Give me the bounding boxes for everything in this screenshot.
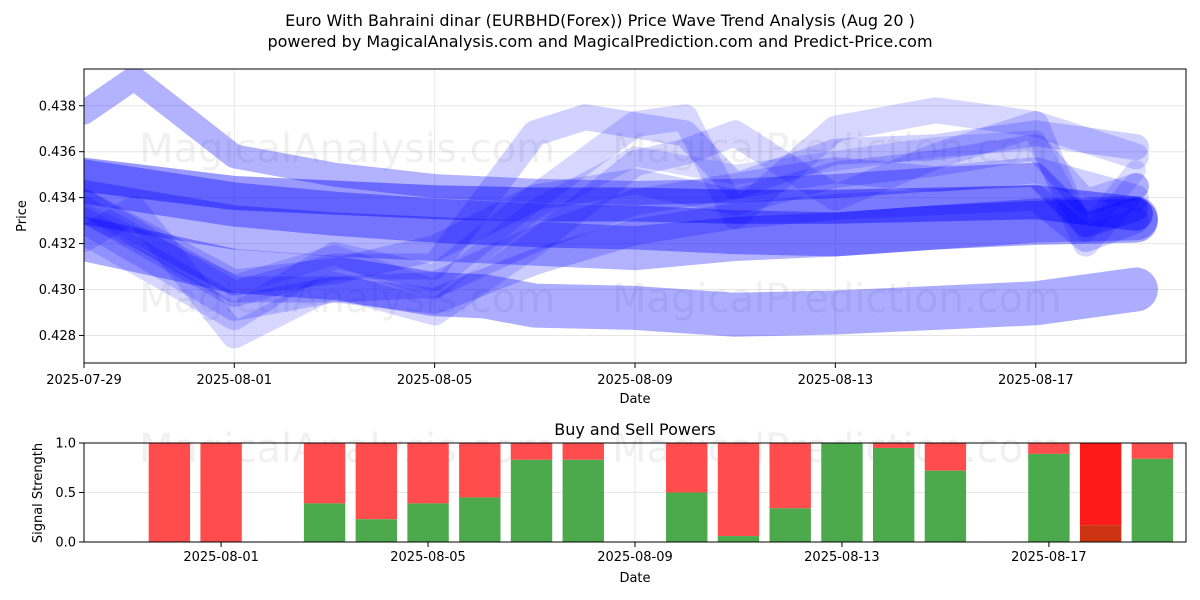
buy-power-bar	[1079, 525, 1122, 542]
sell-power-bar	[303, 443, 346, 504]
price-y-tick-label: 0.434	[39, 191, 76, 206]
wave-band-11	[84, 69, 1148, 238]
price-y-tick-label: 0.436	[39, 145, 76, 160]
buy-power-bar	[355, 519, 398, 542]
signal-x-tick-label: 2025-08-17	[1011, 550, 1087, 565]
wave-band-8	[84, 111, 1149, 349]
buy-power-bar	[821, 443, 863, 542]
sell-power-bar	[1028, 443, 1070, 454]
price-y-tick-label: 0.430	[39, 283, 76, 298]
signal-y-tick-label: 0.0	[55, 536, 76, 551]
wave-band-2	[84, 159, 1158, 257]
price-y-tick-label: 0.432	[39, 237, 76, 252]
signal-x-tick-label: 2025-08-13	[804, 550, 880, 565]
price-grid	[83, 69, 1186, 363]
sell-power-bar	[510, 443, 553, 460]
sell-power-bar	[872, 443, 915, 448]
sell-power-bar	[355, 443, 398, 520]
watermark-prediction-lower: MagicalPrediction.com	[612, 276, 1062, 322]
buy-power-bar	[1028, 453, 1070, 542]
buy-power-bar	[872, 447, 915, 542]
wave-band-7	[84, 97, 1149, 331]
buy-power-bar	[459, 497, 501, 542]
wave-band-1	[84, 180, 1158, 271]
signal-x-tick-label: 2025-08-09	[597, 550, 673, 565]
sell-power-bar	[1131, 443, 1174, 459]
signal-y-tick-label: 1.0	[55, 437, 76, 452]
signal-x-tick-label: 2025-08-05	[390, 550, 466, 565]
buy-power-bar	[717, 536, 760, 542]
signal-x-axis-label: Date	[619, 571, 650, 586]
buy-power-bar	[769, 508, 811, 542]
sell-power-bar	[1079, 443, 1122, 526]
price-y-tick-label: 0.438	[39, 99, 76, 114]
price-x-ticks: 2025-07-29 2025-08-01 2025-08-05 2025-08-09…	[46, 363, 1074, 388]
sell-power-bar	[924, 443, 967, 471]
sell-power-bar	[459, 443, 501, 498]
signal-y-tick-label: 0.5	[55, 486, 76, 501]
wave-bands	[84, 69, 1158, 349]
price-y-ticks: 0.428 0.430 0.432 0.434 0.436 0.438	[39, 99, 84, 344]
buy-power-bar	[510, 459, 553, 542]
buy-power-bar	[924, 470, 967, 542]
watermark-prediction-upper: MagicalPrediction.com	[612, 126, 1062, 172]
watermark-analysis-upper: MagicalAnalysis.com	[139, 126, 555, 172]
price-y-tick-label: 0.428	[39, 329, 76, 344]
wave-band-4	[84, 217, 1158, 337]
sell-power-bar	[148, 443, 191, 542]
price-y-axis-label: Price	[15, 200, 30, 232]
price-wave-chart: MagicalAnalysis.com MagicalPrediction.co…	[15, 68, 1187, 407]
wave-band-12	[84, 130, 1146, 300]
buy-sell-title: Buy and Sell Powers	[554, 420, 716, 439]
price-watermarks: MagicalAnalysis.com MagicalPrediction.co…	[139, 126, 1062, 322]
signal-bars	[148, 443, 1174, 542]
figure-subtitle: powered by MagicalAnalysis.com and Magic…	[267, 32, 932, 51]
buy-power-bar	[407, 503, 449, 542]
buy-power-bar	[666, 492, 708, 542]
sell-power-bar	[717, 443, 760, 537]
price-x-tick-label: 2025-08-01	[196, 373, 272, 388]
wave-band-6	[84, 104, 1149, 308]
signal-x-ticks: 2025-08-01 2025-08-05 2025-08-09 2025-08-13…	[183, 542, 1087, 565]
price-x-axis-label: Date	[619, 392, 650, 407]
price-x-tick-label: 2025-07-29	[46, 373, 122, 388]
wave-band-3	[84, 157, 1153, 231]
watermark-analysis-lower: MagicalAnalysis.com	[139, 276, 555, 322]
price-x-tick-label: 2025-08-17	[998, 373, 1074, 388]
buy-power-bar	[303, 503, 346, 542]
sell-power-bar	[200, 443, 242, 542]
sell-power-bar	[769, 443, 811, 509]
price-x-tick-label: 2025-08-05	[397, 373, 473, 388]
wave-band-5	[84, 134, 1149, 296]
signal-y-axis-label: Signal Strength	[31, 443, 46, 543]
wave-band-10	[84, 184, 1149, 314]
buy-power-bar	[1131, 458, 1174, 542]
wave-band-9	[84, 157, 1149, 321]
buy-power-bar	[562, 459, 604, 542]
price-x-tick-label: 2025-08-09	[597, 373, 673, 388]
buy-sell-power-chart: Buy and Sell Powers MagicalAnalysis.com …	[31, 420, 1187, 586]
sell-power-bar	[407, 443, 449, 504]
figure-title: Euro With Bahraini dinar (EURBHD(Forex))…	[285, 11, 915, 30]
sell-power-bar	[562, 443, 604, 460]
sell-power-bar	[666, 443, 708, 493]
signal-y-ticks: 0.0 0.5 1.0	[55, 437, 84, 551]
price-x-tick-label: 2025-08-13	[798, 373, 874, 388]
signal-x-tick-label: 2025-08-01	[183, 550, 259, 565]
